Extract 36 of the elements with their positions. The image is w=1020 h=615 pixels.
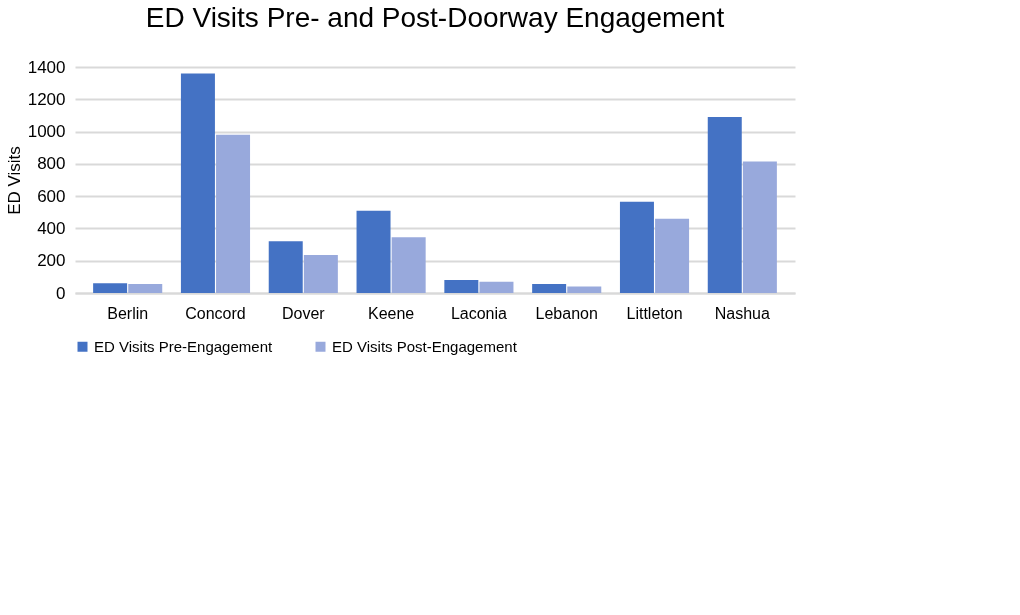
bar xyxy=(268,241,303,293)
bar xyxy=(479,281,514,293)
x-tick-label: Concord xyxy=(185,304,246,322)
legend-label: ED Visits Post-Engagement xyxy=(332,337,518,355)
bar xyxy=(619,201,654,293)
y-tick-label: 400 xyxy=(37,218,66,238)
bar xyxy=(655,218,690,293)
y-tick-label: 1000 xyxy=(27,122,66,142)
bar xyxy=(742,161,777,293)
bar xyxy=(356,210,391,293)
legend-label: ED Visits Pre-Engagement xyxy=(94,337,273,355)
x-tick-label: Dover xyxy=(281,304,326,322)
x-tick-label: Littleton xyxy=(626,304,683,322)
bar xyxy=(303,255,338,293)
y-tick-label: 1400 xyxy=(27,57,66,77)
bar xyxy=(707,117,742,293)
chart-title: ED Visits Pre- and Post-Doorway Engagement xyxy=(145,2,725,33)
bar xyxy=(444,280,479,293)
bar xyxy=(567,286,602,293)
y-tick-label: 1200 xyxy=(27,89,66,109)
bar xyxy=(180,73,215,293)
bar xyxy=(532,284,567,293)
bar xyxy=(93,283,128,293)
y-tick-label: 800 xyxy=(37,154,66,174)
y-tick-label: 600 xyxy=(37,186,66,206)
x-tick-label: Berlin xyxy=(107,304,149,322)
x-tick-label: Keene xyxy=(367,304,415,322)
x-tick-label: Laconia xyxy=(450,304,508,322)
x-tick-label: Lebanon xyxy=(535,304,598,322)
bar xyxy=(128,284,163,293)
x-tick-label: Nashua xyxy=(714,304,770,322)
y-tick-label: 200 xyxy=(37,251,66,271)
y-axis-title: ED Visits xyxy=(4,146,24,215)
y-tick-label: 0 xyxy=(56,283,66,303)
bar xyxy=(391,237,426,293)
bar xyxy=(216,134,251,293)
